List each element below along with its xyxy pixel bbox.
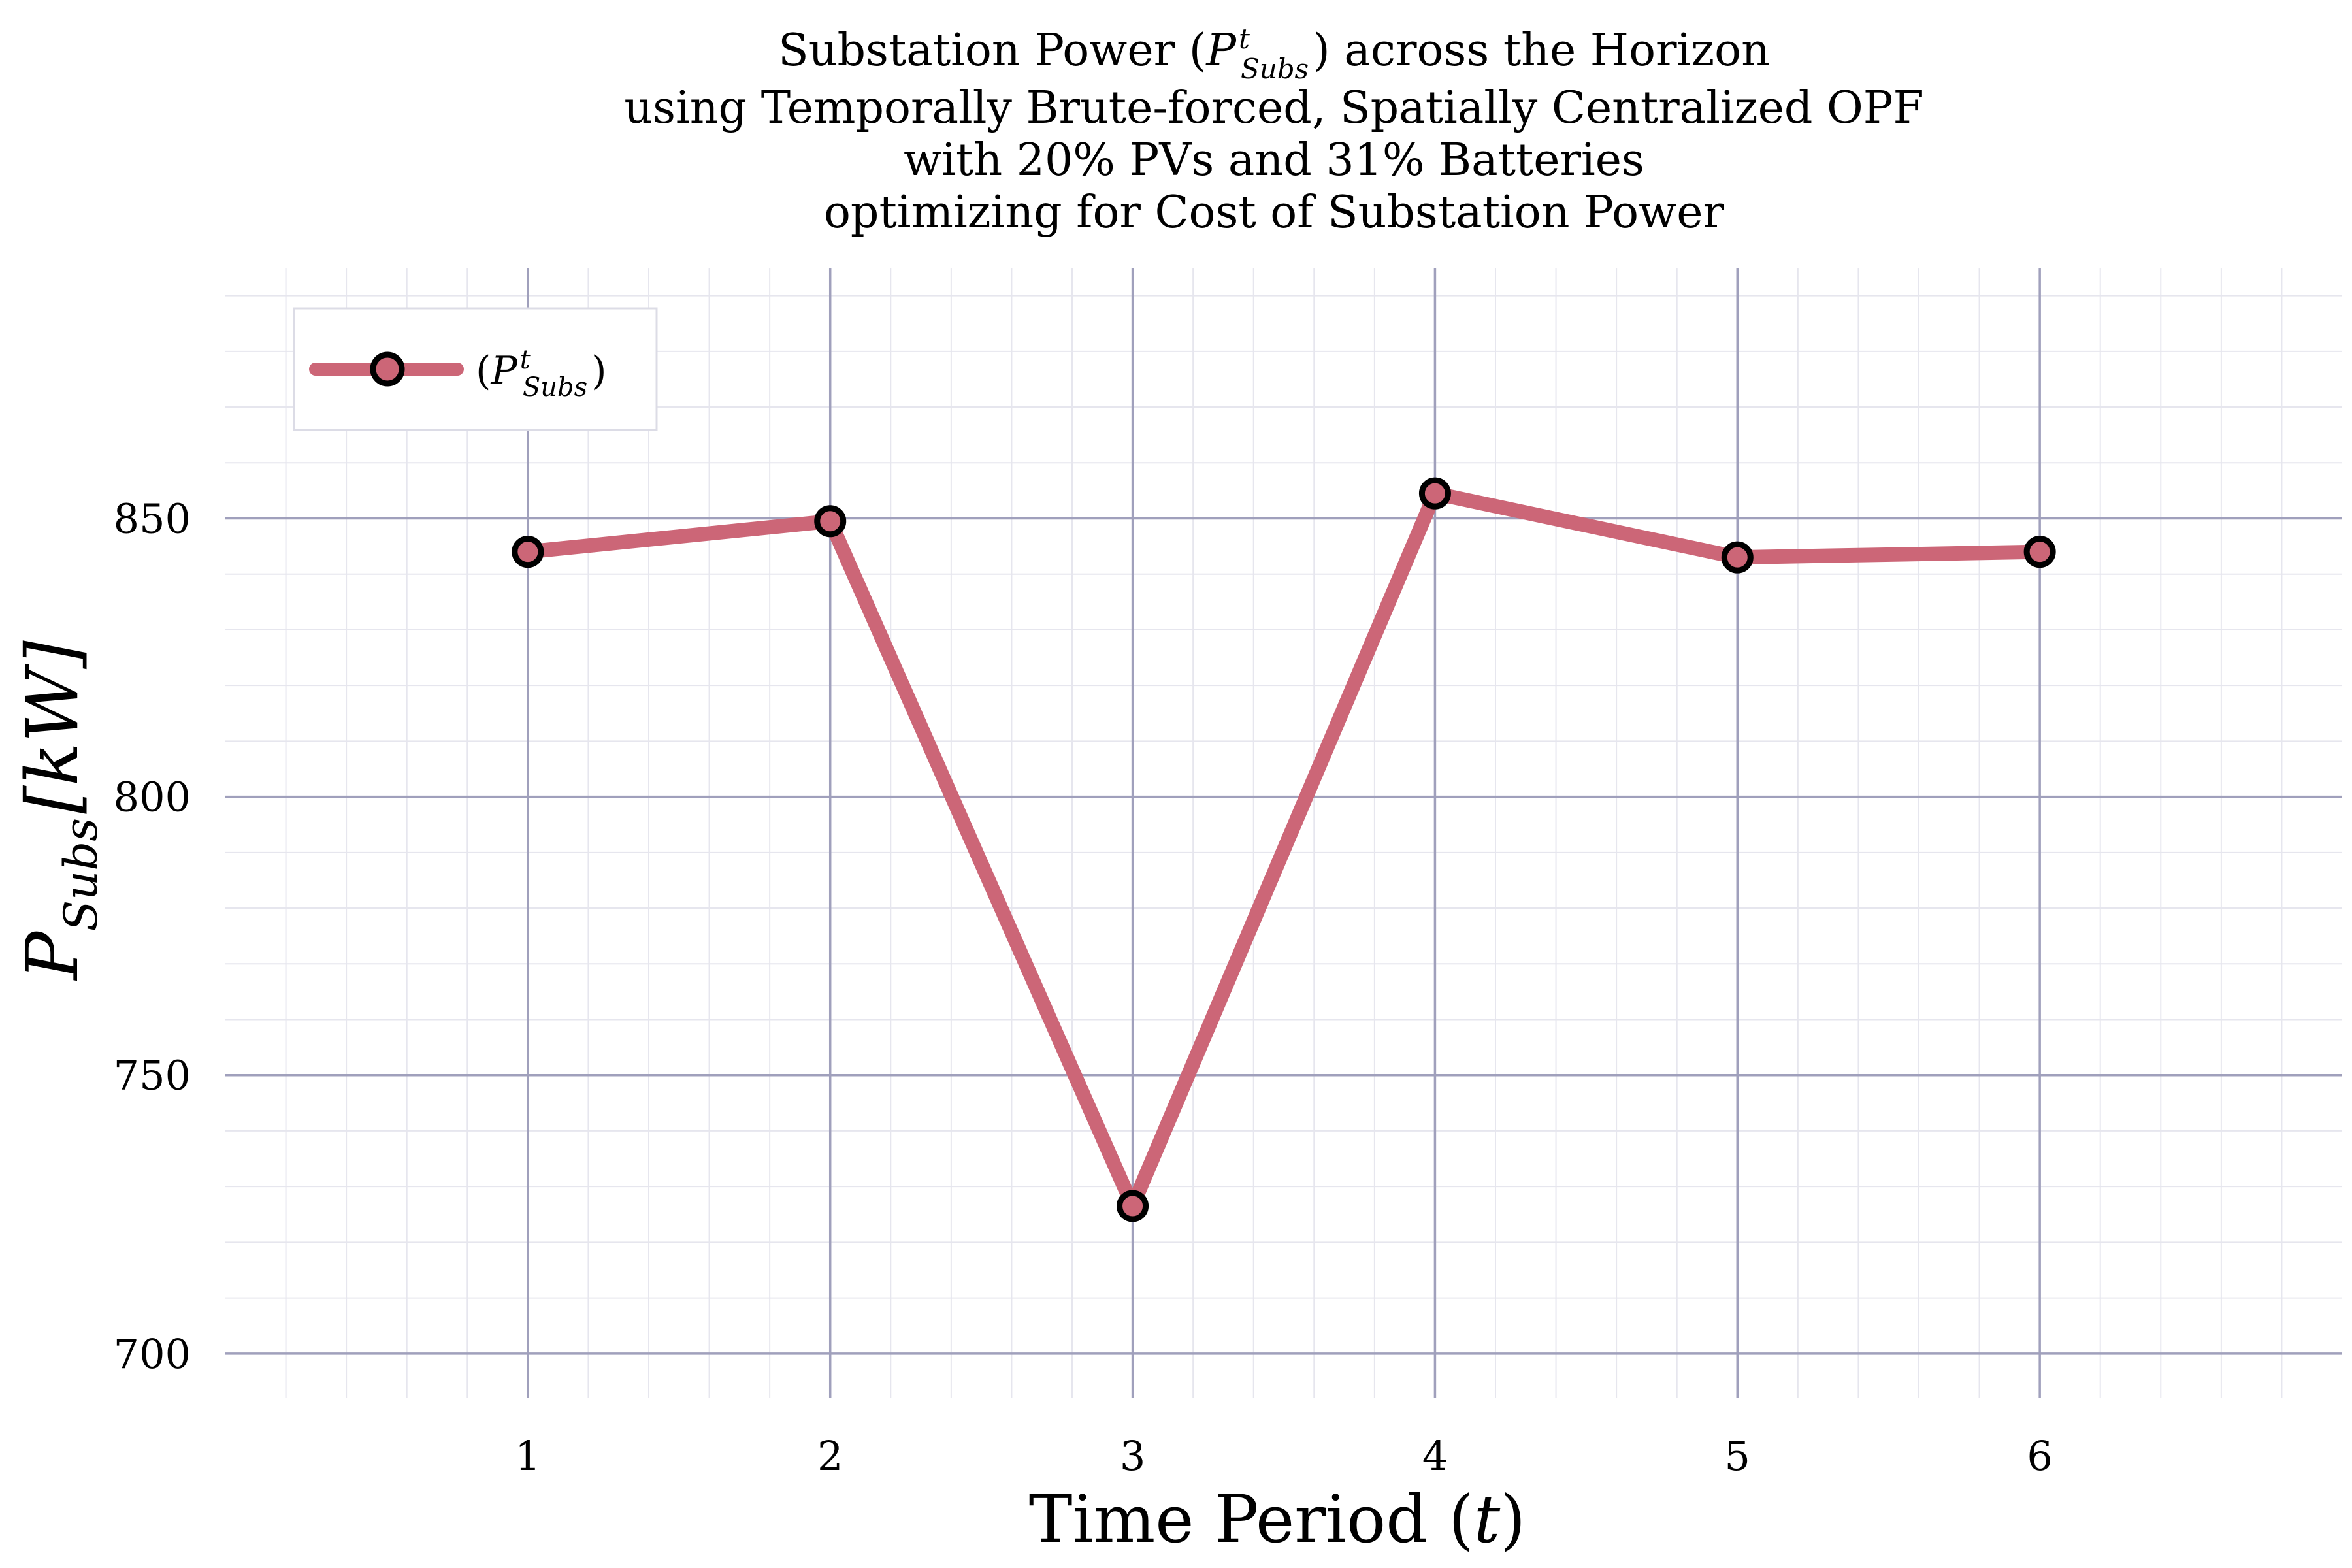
y-tick-label: 700 (114, 1330, 191, 1378)
y-tick-label: 850 (114, 495, 191, 542)
y-tick-label: 800 (114, 774, 191, 821)
minor-grid (225, 268, 2342, 1398)
chart-title: Substation Power (Pt Subs) across the Hor… (624, 23, 1923, 238)
legend-marker-sample (370, 351, 405, 387)
data-point (1418, 477, 1451, 510)
y-axis-label: PSubs[kW] (10, 640, 108, 981)
svg-text:PSubs[kW]: PSubs[kW] (10, 640, 108, 981)
x-axis-label: Time Period (t) (1029, 1481, 1526, 1558)
x-tick-label: 5 (1725, 1432, 1750, 1480)
title-line-1: Substation Power (Pt Subs) across the Hor… (778, 23, 1770, 85)
data-point (1721, 541, 1754, 574)
x-tick-labels: 1 2 3 4 5 6 (515, 1432, 2053, 1480)
y-axis-subscript: Subs (54, 818, 108, 932)
data-point (512, 536, 544, 568)
legend: (P t Subs) (293, 307, 658, 431)
data-point (2023, 536, 2056, 568)
title-line-3: with 20% PVs and 31% Batteries (904, 135, 1644, 186)
legend-label: (P t Subs) (476, 345, 607, 402)
y-tick-label: 750 (114, 1052, 191, 1100)
data-point (814, 505, 847, 538)
x-tick-label: 3 (1120, 1432, 1145, 1480)
title-line-2: using Temporally Brute-forced, Spatially… (624, 82, 1923, 134)
x-tick-label: 4 (1422, 1432, 1448, 1480)
y-tick-labels: 700 750 800 850 (114, 495, 191, 1377)
x-tick-label: 1 (515, 1432, 540, 1480)
y-axis-unit: [kW] (10, 640, 94, 814)
x-tick-label: 2 (817, 1432, 843, 1480)
series-line (520, 486, 2048, 1213)
series (512, 477, 2056, 1222)
data-point (1117, 1190, 1149, 1222)
y-axis-symbol: P (10, 930, 94, 981)
title-line-4: optimizing for Cost of Substation Power (824, 187, 1725, 238)
x-tick-label: 6 (2027, 1432, 2052, 1480)
